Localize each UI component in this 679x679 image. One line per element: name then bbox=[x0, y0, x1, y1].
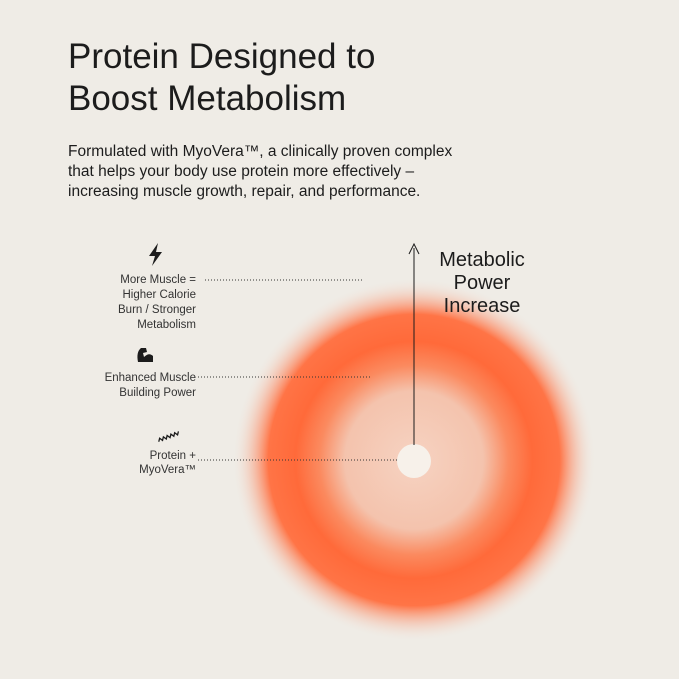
title-line: Boost Metabolism bbox=[68, 79, 346, 118]
label-line: Burn / Stronger bbox=[118, 304, 196, 316]
label-line: Protein + bbox=[150, 450, 197, 462]
center-dot bbox=[397, 444, 431, 478]
label-line: Enhanced Muscle bbox=[105, 372, 196, 384]
title-line: Protein Designed to bbox=[68, 37, 375, 76]
axis-arrow bbox=[408, 242, 420, 255]
axis-label: Metabolic bbox=[439, 249, 525, 271]
bolt-icon bbox=[149, 243, 162, 266]
axis-label: Power bbox=[454, 272, 511, 294]
body-line: increasing muscle growth, repair, and pe… bbox=[68, 183, 420, 200]
axis-label: Increase bbox=[444, 295, 521, 317]
body-line: that helps your body use protein more ef… bbox=[68, 163, 414, 180]
label-line: Metabolism bbox=[137, 319, 196, 331]
label-line: More Muscle = bbox=[120, 274, 196, 286]
label-line: Higher Calorie bbox=[122, 289, 196, 301]
body-line: Formulated with MyoVera™, a clinically p… bbox=[68, 143, 452, 160]
wave-icon bbox=[158, 431, 180, 442]
label-line: MyoVera™ bbox=[139, 464, 196, 476]
arm-icon bbox=[137, 348, 153, 362]
label-line: Building Power bbox=[119, 387, 196, 399]
